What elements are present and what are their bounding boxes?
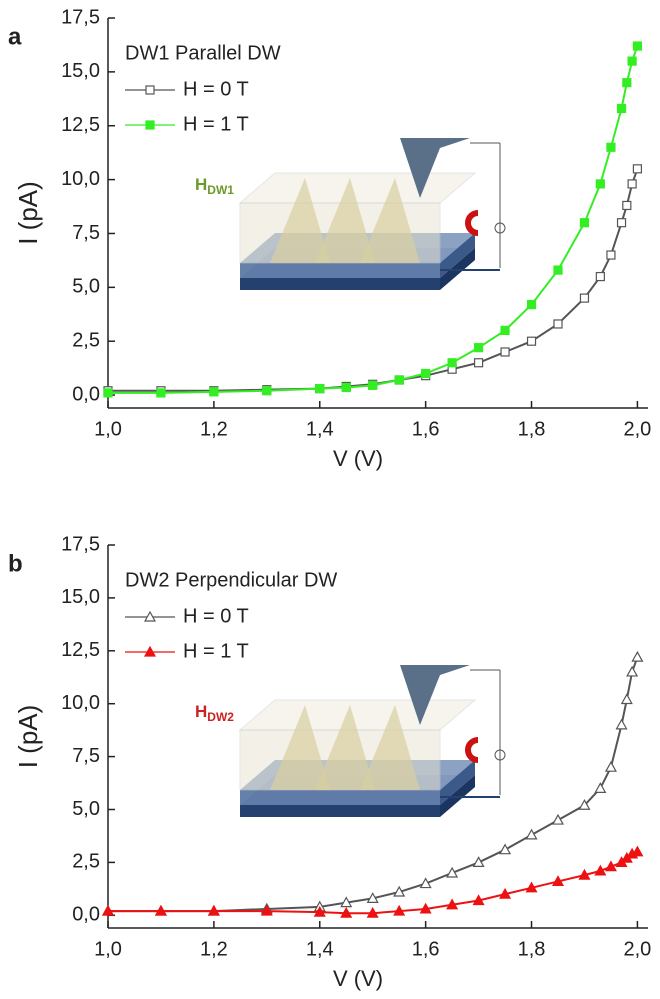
x-tick-label: 1,8 (518, 418, 546, 440)
data-point (607, 143, 615, 151)
inset-label: HDW1 (195, 175, 234, 197)
y-tick-label: 15,0 (61, 60, 100, 82)
y-tick-label: 12,5 (61, 114, 100, 136)
chart-title: DW2 Perpendicular DW (125, 569, 337, 591)
inset-diagram (240, 138, 505, 290)
data-point (501, 326, 509, 334)
data-point (554, 266, 562, 274)
data-point (595, 783, 605, 792)
y-tick-label: 7,5 (72, 745, 100, 767)
data-point (369, 381, 377, 389)
data-point (617, 720, 627, 729)
x-tick-label: 1,2 (200, 418, 228, 440)
data-point (210, 388, 218, 396)
inset-label: HDW2 (195, 702, 234, 724)
x-tick-label: 1,6 (412, 418, 440, 440)
x-tick-label: 1,0 (94, 938, 122, 960)
data-point (475, 359, 483, 367)
y-tick-label: 5,0 (72, 798, 100, 820)
y-tick-label: 15,0 (61, 586, 100, 608)
legend-marker (146, 121, 154, 129)
x-tick-label: 1,0 (94, 418, 122, 440)
data-point (628, 180, 636, 188)
data-point (580, 219, 588, 227)
panel-label: b (8, 550, 23, 577)
x-tick-label: 1,6 (412, 938, 440, 960)
data-point (475, 344, 483, 352)
data-point (628, 57, 636, 65)
y-tick-label: 0,0 (72, 383, 100, 405)
legend-label: H = 0 T (183, 78, 249, 100)
x-axis-label: V (V) (333, 446, 383, 471)
data-point (633, 165, 641, 173)
legend-label: H = 1 T (183, 113, 249, 135)
inset-diagram (240, 665, 505, 817)
y-tick-label: 17,5 (61, 533, 100, 555)
panel-label: a (8, 23, 22, 50)
y-tick-label: 7,5 (72, 222, 100, 244)
data-point (527, 830, 537, 839)
data-point (395, 376, 403, 384)
data-point (596, 180, 604, 188)
data-point (316, 385, 324, 393)
data-point (606, 762, 616, 771)
y-tick-label: 0,0 (72, 904, 100, 926)
legend-label: H = 0 T (183, 605, 249, 627)
data-point (448, 359, 456, 367)
data-point (474, 857, 484, 866)
x-tick-label: 2,0 (624, 938, 652, 960)
inset-label-sub: DW2 (207, 710, 234, 724)
data-point (622, 694, 632, 703)
x-tick-label: 2,0 (624, 418, 652, 440)
data-point (633, 42, 641, 50)
data-point (623, 201, 631, 209)
y-tick-label: 5,0 (72, 276, 100, 298)
chart-title: DW1 Parallel DW (125, 42, 281, 64)
y-tick-label: 12,5 (61, 639, 100, 661)
y-axis-label: I (pA) (13, 705, 43, 769)
data-point (553, 815, 563, 824)
data-point (528, 301, 536, 309)
y-tick-label: 17,5 (61, 6, 100, 28)
data-point (342, 384, 350, 392)
x-tick-label: 1,4 (306, 418, 334, 440)
x-tick-label: 1,8 (518, 938, 546, 960)
inset-label-sub: DW1 (207, 183, 234, 197)
legend-label: H = 1 T (183, 640, 249, 662)
data-point (263, 387, 271, 395)
inset-label-main: H (195, 175, 207, 194)
y-tick-label: 2,5 (72, 851, 100, 873)
data-point (422, 370, 430, 378)
data-point (623, 79, 631, 87)
data-point (501, 348, 509, 356)
data-point (632, 652, 642, 661)
x-tick-label: 1,4 (306, 938, 334, 960)
data-point (528, 337, 536, 345)
data-point (618, 219, 626, 227)
data-point (618, 104, 626, 112)
figure: HDW10,02,55,07,510,012,515,017,51,01,21,… (0, 0, 660, 999)
inset-label-main: H (195, 702, 207, 721)
data-point (596, 273, 604, 281)
data-point (607, 251, 615, 259)
y-axis-label: I (pA) (13, 181, 43, 245)
x-axis-label: V (V) (333, 966, 383, 991)
y-tick-label: 2,5 (72, 329, 100, 351)
data-point (157, 389, 165, 397)
legend-marker (146, 86, 154, 94)
data-point (500, 845, 510, 854)
data-point (104, 389, 112, 397)
data-point (627, 667, 637, 676)
data-point (580, 294, 588, 302)
data-point (554, 320, 562, 328)
y-tick-label: 10,0 (61, 168, 100, 190)
x-tick-label: 1,2 (200, 938, 228, 960)
y-tick-label: 10,0 (61, 692, 100, 714)
